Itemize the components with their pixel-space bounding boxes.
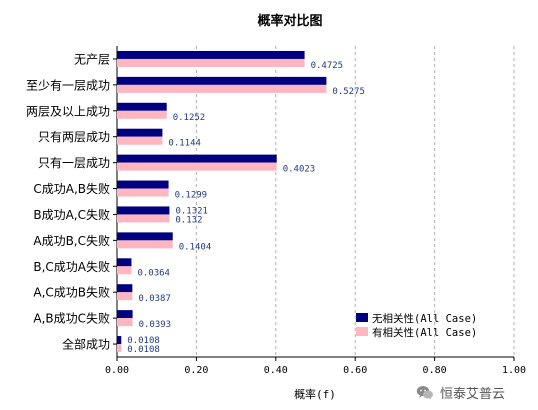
legend-label: 无相关性(All Case): [372, 312, 477, 325]
data-label: 0.1404: [179, 242, 212, 252]
legend-label: 有相关性(All Case): [372, 326, 477, 339]
bar-series-with-correlation: [117, 292, 133, 301]
watermark-text: 恒泰艾普云: [440, 387, 506, 402]
bar-series-no-correlation: [117, 232, 173, 241]
bar-series-no-correlation: [117, 336, 122, 345]
bar-series-no-correlation: [117, 310, 133, 319]
y-tick-label: C成功A,B失败: [33, 181, 110, 196]
bar-series-with-correlation: [117, 110, 167, 119]
data-label: 0.1321: [175, 206, 208, 216]
bar-series-no-correlation: [117, 284, 133, 293]
y-tick-label: 至少有一层成功: [26, 78, 110, 92]
bar-series-no-correlation: [117, 206, 170, 215]
y-tick-label: A,C成功B失败: [33, 285, 110, 300]
y-tick-label: 无产层: [74, 52, 110, 66]
x-axis-label: 概率(f): [294, 387, 336, 401]
bar-series-no-correlation: [117, 128, 163, 137]
x-tick-label: 0.40: [264, 365, 288, 376]
bar-series-with-correlation: [117, 58, 305, 67]
y-tick-label: B,C成功A失败: [33, 259, 110, 274]
y-tick-label: 只有一层成功: [38, 156, 110, 170]
data-label: 0.0108: [127, 345, 160, 355]
x-tick-label: 0.00: [105, 365, 129, 376]
y-tick-label: 两层及以上成功: [26, 104, 110, 118]
data-label: 0.0108: [127, 336, 160, 346]
data-label: 0.5275: [332, 87, 365, 97]
x-tick-label: 1.00: [502, 365, 526, 376]
data-label: 0.1144: [168, 139, 201, 149]
bar-series-with-correlation: [117, 136, 163, 145]
data-label: 0.132: [175, 215, 202, 225]
watermark: 恒泰艾普云: [416, 383, 505, 402]
bar-series-no-correlation: [117, 76, 327, 85]
chart-title: 概率对比图: [257, 13, 322, 29]
data-label: 0.4023: [283, 165, 316, 175]
y-tick-label: 只有两层成功: [38, 130, 110, 144]
bar-series-no-correlation: [117, 102, 167, 111]
bar-series-with-correlation: [117, 188, 169, 197]
y-tick-label: 全部成功: [62, 337, 110, 352]
bar-series-with-correlation: [117, 240, 173, 249]
bar-series-with-correlation: [117, 344, 122, 353]
data-label: 0.0393: [139, 320, 172, 330]
bar-series-no-correlation: [117, 258, 132, 267]
bar-series-with-correlation: [117, 162, 277, 171]
y-tick-label: B成功A,C失败: [33, 207, 110, 222]
data-label: 0.1252: [173, 113, 206, 123]
bar-series-with-correlation: [117, 84, 327, 93]
data-label: 0.0387: [138, 294, 171, 304]
data-label: 0.4725: [311, 61, 344, 71]
x-tick-label: 0.20: [184, 365, 208, 376]
wechat-icon: [416, 386, 433, 400]
y-tick-label: A,B成功C失败: [33, 311, 110, 326]
bar-series-no-correlation: [117, 50, 305, 59]
plot-area: 0.00 0.20 0.40 0.60 0.80 1.00 无产层 0.4725 至少有一层成功…: [26, 46, 526, 376]
legend-swatch: [356, 313, 368, 322]
bar-series-no-correlation: [117, 154, 277, 163]
bar-series-with-correlation: [117, 318, 133, 327]
x-tick-label: 0.80: [423, 365, 447, 376]
data-label: 0.0364: [137, 268, 170, 278]
legend-swatch: [356, 327, 368, 336]
y-tick-label: A成功B,C失败: [33, 233, 110, 248]
bar-series-with-correlation: [117, 214, 170, 223]
bar-series-no-correlation: [117, 180, 169, 189]
x-tick-label: 0.60: [343, 365, 367, 376]
bar-series-with-correlation: [117, 266, 132, 275]
data-label: 0.1299: [175, 191, 208, 201]
